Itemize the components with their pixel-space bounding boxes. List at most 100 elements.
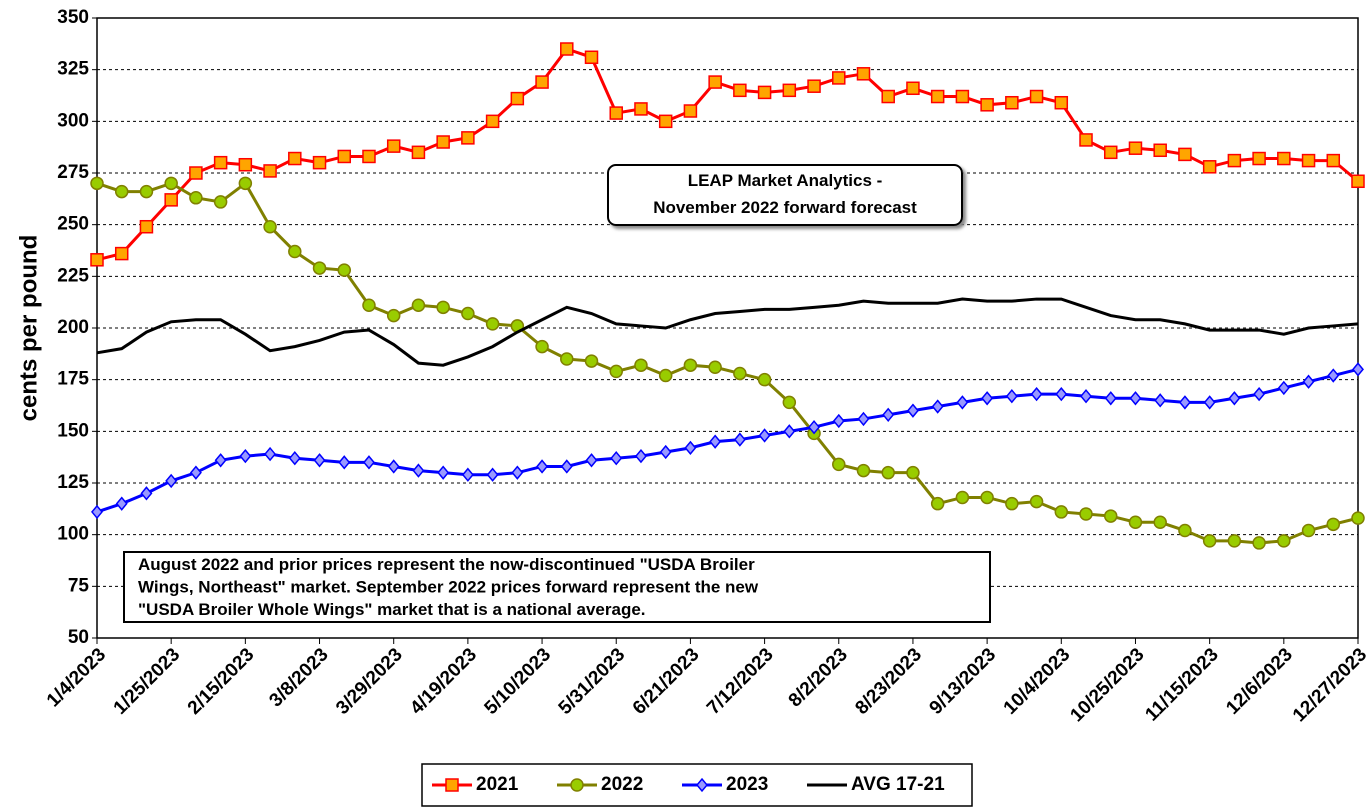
data-point bbox=[609, 364, 623, 379]
data-point bbox=[783, 424, 796, 439]
annotation-text: LEAP Market Analytics - bbox=[688, 171, 883, 190]
data-point bbox=[337, 263, 352, 277]
data-point bbox=[363, 455, 375, 470]
data-point bbox=[164, 193, 178, 207]
x-tick-label: 6/21/2023 bbox=[629, 644, 704, 719]
data-point bbox=[90, 253, 104, 267]
x-tick-label: 12/27/2023 bbox=[1289, 644, 1368, 726]
x-tick-label: 9/13/2023 bbox=[926, 644, 1001, 719]
data-point bbox=[263, 164, 277, 178]
data-point bbox=[1326, 153, 1341, 168]
data-point bbox=[808, 420, 821, 435]
data-point bbox=[1203, 395, 1216, 410]
x-tick-label: 12/6/2023 bbox=[1222, 644, 1297, 719]
x-tick-label: 8/23/2023 bbox=[851, 644, 926, 719]
data-point bbox=[1030, 386, 1043, 402]
data-point bbox=[461, 467, 474, 482]
data-point bbox=[1178, 395, 1191, 410]
data-point bbox=[684, 440, 697, 456]
data-point bbox=[881, 465, 895, 480]
data-point bbox=[139, 184, 154, 199]
data-point bbox=[906, 403, 919, 418]
data-point bbox=[906, 465, 920, 480]
x-tick-label: 4/19/2023 bbox=[406, 644, 481, 719]
data-point bbox=[757, 372, 772, 387]
data-point bbox=[288, 151, 302, 166]
data-point bbox=[1154, 393, 1167, 408]
data-point bbox=[535, 339, 549, 354]
data-point bbox=[337, 149, 352, 164]
data-point bbox=[856, 463, 871, 478]
data-point bbox=[1178, 147, 1192, 162]
data-point bbox=[485, 317, 500, 331]
y-tick-label: 50 bbox=[68, 627, 89, 648]
data-point bbox=[214, 453, 227, 468]
data-point bbox=[758, 428, 771, 443]
x-tick-label: 11/15/2023 bbox=[1141, 644, 1222, 725]
data-point bbox=[560, 352, 574, 366]
data-point bbox=[139, 219, 154, 234]
data-point bbox=[387, 459, 400, 474]
x-tick-label: 10/4/2023 bbox=[1000, 644, 1075, 719]
data-point bbox=[1128, 141, 1143, 155]
legend-label: 2022 bbox=[601, 774, 643, 795]
data-point bbox=[1178, 523, 1192, 538]
data-point bbox=[584, 354, 599, 368]
series-line bbox=[96, 181, 1359, 545]
legend-marker bbox=[445, 778, 459, 792]
data-point bbox=[510, 91, 525, 106]
data-point bbox=[634, 358, 648, 372]
data-point bbox=[782, 83, 797, 98]
data-point bbox=[1228, 391, 1241, 406]
annotation-text: Wings, Northeast" market. September 2022… bbox=[138, 578, 759, 597]
data-point bbox=[213, 155, 228, 170]
data-point bbox=[733, 83, 747, 98]
x-tick-label: 10/25/2023 bbox=[1066, 644, 1148, 726]
y-tick-label: 250 bbox=[57, 214, 89, 235]
data-point bbox=[213, 195, 228, 209]
data-point bbox=[857, 411, 870, 427]
data-point bbox=[1005, 389, 1018, 404]
series-line bbox=[96, 297, 1359, 367]
x-tick-label: 1/4/2023 bbox=[43, 644, 110, 711]
data-point bbox=[1104, 391, 1117, 406]
data-point bbox=[659, 444, 672, 460]
x-tick-label: 3/8/2023 bbox=[265, 644, 332, 711]
data-point bbox=[238, 157, 253, 172]
x-tick-label: 8/2/2023 bbox=[785, 644, 852, 711]
data-point bbox=[1055, 386, 1068, 402]
data-point bbox=[634, 102, 648, 116]
data-point bbox=[560, 459, 573, 474]
data-point bbox=[238, 176, 253, 191]
data-point bbox=[658, 114, 673, 129]
data-point bbox=[263, 219, 277, 234]
data-point bbox=[312, 261, 327, 275]
data-point bbox=[535, 75, 549, 89]
data-point bbox=[114, 184, 129, 199]
x-tick-label: 2/15/2023 bbox=[184, 644, 259, 719]
data-point bbox=[412, 463, 425, 478]
annotation-box bbox=[607, 164, 963, 226]
data-point bbox=[1302, 374, 1315, 389]
y-tick-label: 175 bbox=[57, 369, 89, 390]
data-point bbox=[1153, 143, 1167, 158]
data-point bbox=[1252, 151, 1266, 166]
data-point bbox=[708, 360, 722, 375]
x-tick-label: 7/12/2023 bbox=[703, 644, 778, 719]
data-point bbox=[91, 504, 103, 520]
data-point bbox=[411, 298, 426, 313]
data-point bbox=[1327, 368, 1340, 383]
data-point bbox=[165, 473, 178, 489]
data-point bbox=[436, 300, 450, 315]
data-point bbox=[856, 67, 871, 81]
data-point bbox=[1080, 389, 1092, 404]
annotation-text: "USDA Broiler Whole Wings" market that i… bbox=[138, 600, 646, 619]
data-point bbox=[386, 308, 401, 323]
data-point bbox=[658, 368, 673, 383]
series-line bbox=[96, 367, 1359, 514]
data-point bbox=[1277, 151, 1291, 166]
y-tick-label: 350 bbox=[57, 7, 89, 28]
data-point bbox=[140, 486, 153, 501]
data-point bbox=[189, 465, 202, 480]
